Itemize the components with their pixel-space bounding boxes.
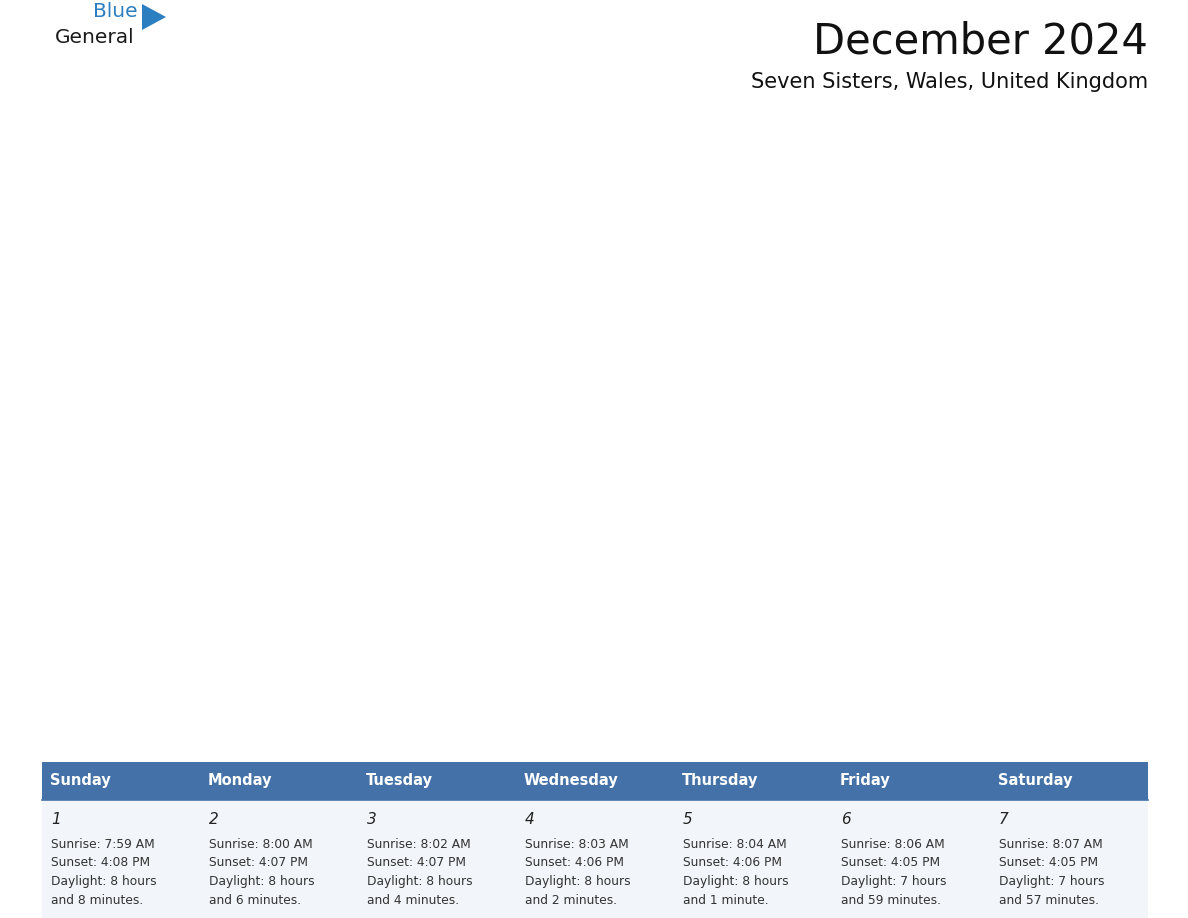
Bar bbox=[358, 800, 516, 918]
Text: and 4 minutes.: and 4 minutes. bbox=[367, 893, 459, 906]
Text: Daylight: 8 hours: Daylight: 8 hours bbox=[525, 875, 631, 888]
Text: Blue: Blue bbox=[93, 2, 138, 21]
Text: Seven Sisters, Wales, United Kingdom: Seven Sisters, Wales, United Kingdom bbox=[751, 72, 1148, 92]
Text: Sunrise: 8:00 AM: Sunrise: 8:00 AM bbox=[209, 838, 312, 851]
Text: Sunset: 4:06 PM: Sunset: 4:06 PM bbox=[525, 856, 624, 869]
Text: Friday: Friday bbox=[840, 774, 891, 789]
Text: Wednesday: Wednesday bbox=[524, 774, 619, 789]
Text: Daylight: 7 hours: Daylight: 7 hours bbox=[999, 875, 1105, 888]
Text: Daylight: 7 hours: Daylight: 7 hours bbox=[841, 875, 947, 888]
Text: Thursday: Thursday bbox=[682, 774, 758, 789]
Text: 2: 2 bbox=[209, 812, 219, 827]
Text: 7: 7 bbox=[999, 812, 1009, 827]
Text: Sunrise: 8:07 AM: Sunrise: 8:07 AM bbox=[999, 838, 1102, 851]
Text: Sunset: 4:05 PM: Sunset: 4:05 PM bbox=[999, 856, 1098, 869]
Bar bbox=[42, 762, 200, 800]
Text: Sunday: Sunday bbox=[50, 774, 110, 789]
Text: and 1 minute.: and 1 minute. bbox=[683, 893, 769, 906]
Text: Sunrise: 8:03 AM: Sunrise: 8:03 AM bbox=[525, 838, 628, 851]
Bar bbox=[516, 762, 674, 800]
Bar bbox=[674, 800, 832, 918]
Text: Sunrise: 8:06 AM: Sunrise: 8:06 AM bbox=[841, 838, 944, 851]
Text: Sunrise: 8:04 AM: Sunrise: 8:04 AM bbox=[683, 838, 786, 851]
Bar bbox=[200, 800, 358, 918]
Text: and 8 minutes.: and 8 minutes. bbox=[51, 893, 144, 906]
Text: 6: 6 bbox=[841, 812, 851, 827]
Text: Sunrise: 7:59 AM: Sunrise: 7:59 AM bbox=[51, 838, 154, 851]
Text: and 57 minutes.: and 57 minutes. bbox=[999, 893, 1099, 906]
Bar bbox=[832, 800, 990, 918]
Text: Saturday: Saturday bbox=[998, 774, 1073, 789]
Bar bbox=[516, 800, 674, 918]
Text: 5: 5 bbox=[683, 812, 693, 827]
Text: Sunrise: 8:02 AM: Sunrise: 8:02 AM bbox=[367, 838, 470, 851]
Bar bbox=[200, 762, 358, 800]
Polygon shape bbox=[143, 4, 166, 30]
Text: Daylight: 8 hours: Daylight: 8 hours bbox=[367, 875, 473, 888]
Bar bbox=[674, 762, 832, 800]
Text: Monday: Monday bbox=[208, 774, 272, 789]
Text: December 2024: December 2024 bbox=[813, 20, 1148, 62]
Text: and 6 minutes.: and 6 minutes. bbox=[209, 893, 301, 906]
Bar bbox=[42, 800, 200, 918]
Bar bbox=[990, 800, 1148, 918]
Text: 1: 1 bbox=[51, 812, 61, 827]
Text: Daylight: 8 hours: Daylight: 8 hours bbox=[683, 875, 789, 888]
Bar bbox=[832, 762, 990, 800]
Text: Daylight: 8 hours: Daylight: 8 hours bbox=[209, 875, 315, 888]
Text: Sunset: 4:06 PM: Sunset: 4:06 PM bbox=[683, 856, 782, 869]
Text: 3: 3 bbox=[367, 812, 377, 827]
Text: and 2 minutes.: and 2 minutes. bbox=[525, 893, 617, 906]
Text: Sunset: 4:08 PM: Sunset: 4:08 PM bbox=[51, 856, 150, 869]
Text: Sunset: 4:05 PM: Sunset: 4:05 PM bbox=[841, 856, 940, 869]
Text: Sunset: 4:07 PM: Sunset: 4:07 PM bbox=[209, 856, 308, 869]
Text: and 59 minutes.: and 59 minutes. bbox=[841, 893, 941, 906]
Text: 4: 4 bbox=[525, 812, 535, 827]
Text: Tuesday: Tuesday bbox=[366, 774, 432, 789]
Text: Sunset: 4:07 PM: Sunset: 4:07 PM bbox=[367, 856, 466, 869]
Text: Daylight: 8 hours: Daylight: 8 hours bbox=[51, 875, 157, 888]
Bar bbox=[990, 762, 1148, 800]
Bar bbox=[358, 762, 516, 800]
Text: General: General bbox=[55, 28, 134, 47]
